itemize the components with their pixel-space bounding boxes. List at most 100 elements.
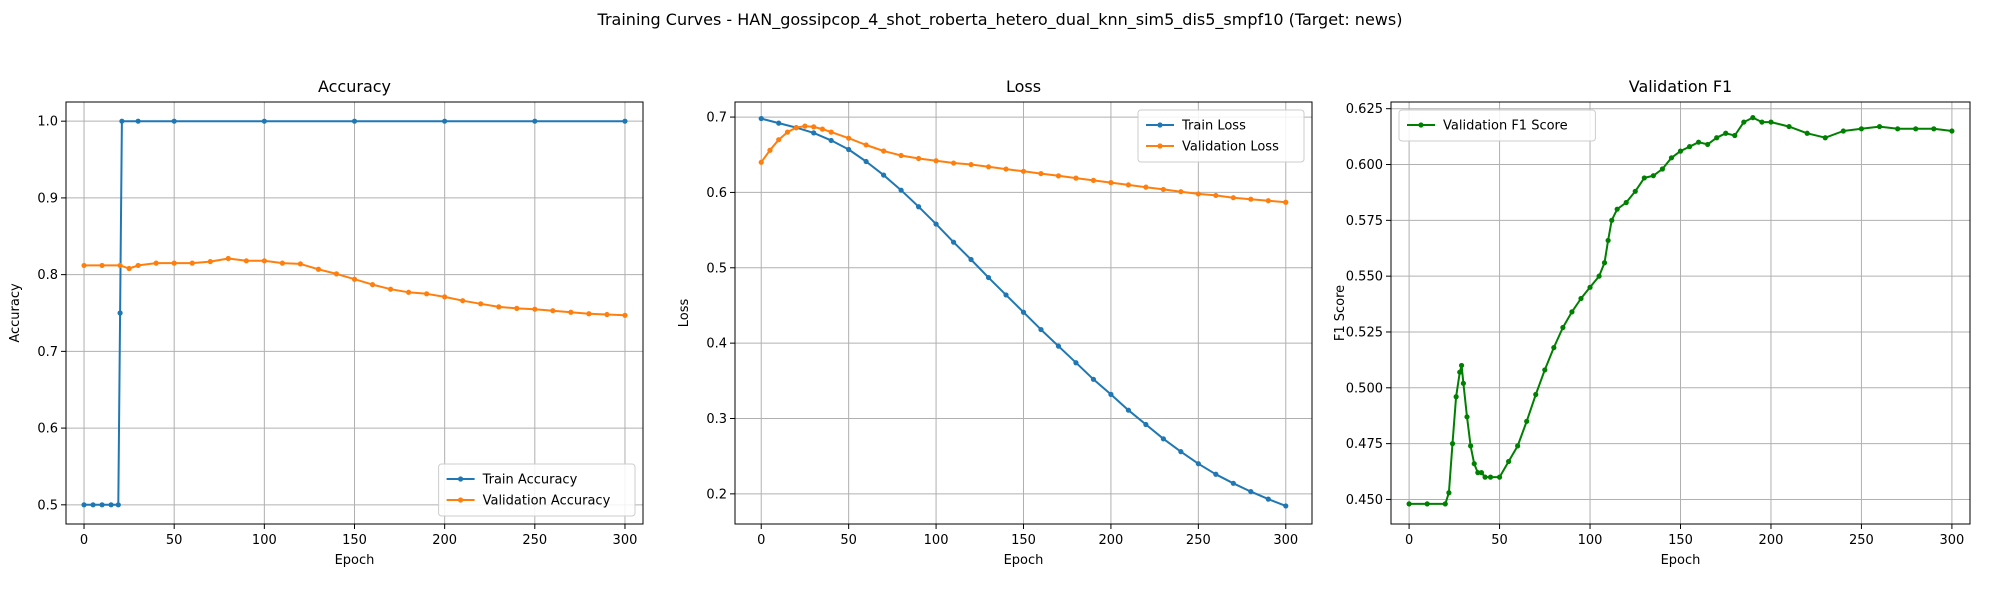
train-loss-point <box>1230 480 1236 486</box>
x-tick-label: 100 <box>1578 533 1603 548</box>
validation-accuracy-point <box>207 258 213 265</box>
validation-f1-score-legend-label: Validation F1 Score <box>1443 119 1568 134</box>
train-loss-point <box>933 221 939 227</box>
validation-loss-point <box>1178 189 1184 195</box>
panel-title: Loss <box>1006 77 1041 96</box>
validation-f1-score-point <box>1578 295 1584 302</box>
validation-f1-score-point <box>1632 188 1638 194</box>
validation-f1-score-point <box>1623 199 1629 206</box>
validation-loss-point <box>767 147 773 153</box>
validation-f1-score-point <box>1659 166 1666 172</box>
validation-accuracy-point <box>117 262 123 269</box>
validation-f1-score-point <box>1804 130 1810 136</box>
validation-f1-score-point <box>1569 309 1575 315</box>
train-loss-point <box>968 256 974 263</box>
validation-f1-score-point <box>1515 443 1521 449</box>
validation-loss-point <box>1020 168 1027 174</box>
validation-loss-point <box>968 161 974 168</box>
validation-f1-score-point <box>1406 501 1412 507</box>
validation-accuracy-point <box>135 262 141 269</box>
validation-loss-point <box>1213 192 1219 199</box>
validation-accuracy-point <box>478 301 484 307</box>
validation-f1-score-point <box>1587 284 1593 290</box>
validation-f1-score-point <box>1460 380 1466 386</box>
validation-f1-score-point <box>1458 362 1465 369</box>
x-tick-label: 100 <box>924 533 949 548</box>
train-loss-point <box>811 130 817 136</box>
validation-loss-point <box>802 123 808 129</box>
validation-f1-score-point <box>1449 441 1456 447</box>
y-axis-label: Accuracy <box>8 283 23 343</box>
validation-f1-score-point <box>1668 155 1675 161</box>
legend-box <box>438 463 636 517</box>
x-tick-label: 200 <box>432 533 457 548</box>
validation-f1-score-point <box>1446 490 1452 496</box>
panel-title: Validation F1 <box>1629 77 1732 96</box>
train-loss-point <box>1143 421 1149 428</box>
legend: Train Accuracy Validation Accuracy <box>438 463 636 517</box>
y-axis-label: F1 Score <box>1333 285 1348 341</box>
train-accuracy-legend-marker <box>458 476 464 482</box>
validation-f1-score-point <box>1677 148 1684 154</box>
train-loss-point <box>1090 376 1097 382</box>
validation-f1-score-point <box>1542 367 1548 373</box>
validation-loss-point <box>1283 199 1289 205</box>
train-accuracy-point <box>119 118 125 124</box>
x-tick-label: 50 <box>840 533 857 548</box>
y-tick-label: 0.525 <box>1346 325 1383 340</box>
y-tick-label: 0.600 <box>1346 158 1383 173</box>
train-loss-point <box>846 146 852 153</box>
train-loss-point <box>985 274 992 281</box>
train-accuracy-point <box>351 118 358 124</box>
validation-loss-point <box>1265 198 1271 204</box>
validation-accuracy-point <box>315 266 322 272</box>
x-tick-label: 150 <box>1668 533 1693 548</box>
validation-f1-score-point <box>1714 135 1720 141</box>
validation-f1-score-point <box>1482 474 1488 480</box>
validation-loss-legend-marker <box>1157 143 1163 149</box>
validation-loss-point <box>881 148 887 154</box>
validation-accuracy-point <box>550 308 556 314</box>
y-tick-label: 0.550 <box>1346 270 1383 285</box>
y-tick-label: 0.450 <box>1346 493 1383 508</box>
validation-loss-point <box>1038 170 1044 177</box>
validation-accuracy-point <box>225 255 231 262</box>
validation-loss-point <box>915 155 922 162</box>
accuracy-panel: 0 50 100 150 200 250 300 0.5 0.6 0.7 0.8 0.9 1.0 Accu… <box>8 77 644 568</box>
axes-frame <box>1390 101 1971 525</box>
validation-accuracy-point <box>189 260 195 266</box>
validation-accuracy-point <box>351 276 358 282</box>
legend-box <box>1137 109 1305 163</box>
validation-accuracy-point <box>126 265 132 272</box>
x-axis-label: Epoch <box>1004 553 1044 568</box>
validation-accuracy-point <box>279 260 285 266</box>
train-loss-point <box>898 187 904 193</box>
train-loss-legend-label: Train Loss <box>1181 119 1246 134</box>
validation-f1-score-point <box>1453 394 1459 400</box>
train-loss-point <box>758 115 764 122</box>
train-loss-point <box>1038 326 1044 333</box>
validation-f1-score-point <box>1759 119 1765 125</box>
validation-f1-score-point <box>1464 414 1470 420</box>
validation-accuracy-point <box>442 294 448 300</box>
train-loss-point <box>1265 496 1271 502</box>
validation-accuracy-point <box>387 286 394 292</box>
y-tick-label: 0.500 <box>1346 381 1383 396</box>
validation-accuracy-point <box>261 258 267 264</box>
validation-loss-point <box>811 124 817 130</box>
train-loss-point <box>915 204 922 210</box>
validation-f1-score-point <box>1686 144 1693 150</box>
validation-f1-score-point <box>1533 391 1539 398</box>
legend: Train Loss Validation Loss <box>1137 109 1305 163</box>
validation-f1-score-point <box>1822 135 1828 141</box>
train-accuracy-point <box>171 118 177 124</box>
x-axis-label: Epoch <box>1661 553 1701 568</box>
validation-f1-score-point <box>1732 132 1738 139</box>
validation-loss-point <box>1108 180 1114 186</box>
y-tick-label: 0.4 <box>706 337 727 352</box>
validation-f1-score-point <box>1913 126 1919 132</box>
train-accuracy-point <box>108 502 114 508</box>
validation-f1-score-point <box>1478 470 1485 476</box>
train-loss-point <box>950 239 957 245</box>
